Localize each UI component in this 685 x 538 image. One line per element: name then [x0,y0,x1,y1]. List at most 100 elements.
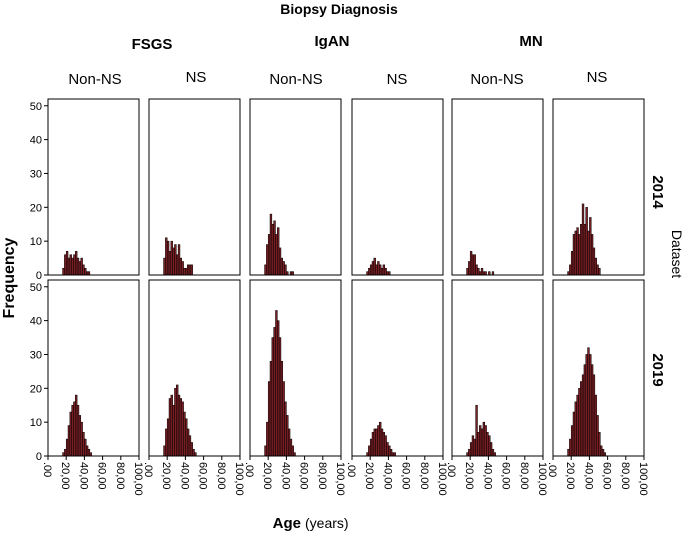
histogram-panel [148,98,241,276]
histogram-bar [183,411,186,457]
histogram-bar [477,267,480,276]
column-label-mn-ns: NS [587,69,608,86]
histogram-bar [278,337,282,457]
histogram-bar [85,271,89,276]
histogram-bar [192,448,195,457]
x-tick-label: 100,00 [536,462,548,496]
histogram-bar [65,251,69,276]
histogram-panel [47,98,140,276]
histogram-bar [75,251,78,276]
x-tick-label: 60,00 [500,462,512,490]
column-label-fsgs-non-ns: Non-NS [68,71,121,88]
histogram-bar [574,230,577,276]
histogram-bar [488,435,491,457]
histogram-bar [289,271,293,276]
row-label-2014: 2014 [649,175,666,209]
histogram-bar [386,271,389,276]
x-tick-label: 100,00 [233,462,245,496]
histogram-bar [71,404,74,457]
column-label-fsgs-ns: NS [186,69,207,86]
histogram-bar [185,267,188,276]
histogram-panel [249,279,342,457]
histogram-bar [583,364,587,457]
column-label-igan-ns: NS [387,71,408,88]
histogram-bar [484,425,487,457]
histogram-bar [264,445,267,457]
histogram-bar [590,364,594,457]
histogram-bar [371,432,375,457]
histogram-bar [570,425,574,457]
histogram-bar [188,264,192,276]
histogram-bar [170,240,173,276]
histogram-bar [67,425,71,457]
column-label-igan-non-ns: Non-NS [269,71,322,88]
histogram-bar [177,394,181,457]
y-tick-label: 30 [30,168,42,180]
histogram-bar [165,237,168,276]
diagnosis-label-fsgs: FSGS [132,36,173,53]
panel-frame [47,279,140,457]
histogram-bar [576,394,579,457]
histogram-bar [273,327,276,457]
histogram-bar [275,234,278,276]
histogram-bar [73,401,76,457]
histogram-bar [174,388,177,457]
histogram-bar [266,244,269,276]
x-tick-label: .00 [243,462,255,477]
histogram-bar [176,254,179,276]
histogram-bar [65,438,69,457]
histogram-bar [371,261,375,276]
x-tick-label: 80,00 [418,462,430,490]
histogram-panel [552,279,645,457]
histogram-panel [47,279,140,457]
x-tick-label: .00 [445,462,457,477]
histogram-bar [87,271,91,276]
panel-frame [249,279,342,457]
histogram-bar [379,264,382,276]
histogram-bar [598,267,601,276]
column-label-mn-non-ns: Non-NS [470,71,523,88]
x-tick-label: 40,00 [77,462,89,490]
x-tick-label: 40,00 [481,462,493,490]
histogram-bar [277,320,280,457]
histogram-bar [583,223,587,276]
x-tick-label: 60,00 [400,462,412,490]
histogram-bar [482,421,486,457]
diagnosis-label-mn: MN [519,33,542,50]
x-tick-label: 40,00 [279,462,291,490]
histogram-bar [377,425,380,457]
histogram-bar [289,438,293,457]
x-tick-label: 20,00 [59,462,71,490]
histogram-bar [569,264,572,276]
histogram-bar [165,428,168,457]
chart-title: Biopsy Diagnosis [280,1,398,17]
histogram-bar [179,398,183,457]
histogram-bar [567,271,570,276]
histogram-bar [603,452,607,457]
histogram-bar [484,271,487,276]
histogram-bar [76,257,80,276]
y-tick-label: 20 [30,202,42,214]
histogram-bar [581,374,585,457]
histogram-bar [479,425,482,457]
x-tick-label: 20,00 [463,462,475,490]
x-tick-label: 80,00 [316,462,328,490]
row-label-2019: 2019 [649,353,666,386]
histogram-bar [368,267,371,276]
histogram-bar [486,432,489,457]
histogram-bar [567,448,570,457]
histogram-bar [480,428,484,457]
histogram-bar [471,254,475,276]
histogram-bar [269,213,273,276]
histogram-bar [382,264,386,276]
histogram-bar [491,271,495,276]
panel-frame [351,279,444,457]
histogram-bar [466,452,469,457]
histogram-bar [69,411,72,457]
histogram-bar [479,271,482,276]
histogram-bar [78,261,82,276]
histogram-bar [73,254,76,276]
histogram-bar [393,452,396,457]
x-tick-label: 100,00 [132,462,144,496]
x-tick-label: 40,00 [582,462,594,490]
